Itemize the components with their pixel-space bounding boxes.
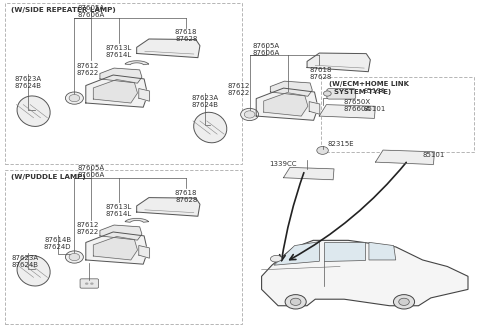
Polygon shape (86, 75, 148, 107)
Polygon shape (86, 232, 148, 264)
Text: 87623A
87624B: 87623A 87624B (192, 95, 218, 108)
Polygon shape (369, 242, 396, 260)
Circle shape (240, 108, 259, 121)
Bar (5, 3, 242, 164)
Ellipse shape (270, 255, 282, 262)
Polygon shape (256, 88, 318, 120)
Text: (W/ECM+HOME LINK
  SYSTEM TYPE): (W/ECM+HOME LINK SYSTEM TYPE) (329, 81, 409, 95)
Circle shape (399, 298, 409, 305)
Circle shape (69, 95, 80, 102)
Text: 87613L
87614L: 87613L 87614L (106, 45, 132, 58)
Polygon shape (125, 61, 148, 65)
Circle shape (65, 92, 84, 104)
Text: 87618
87628: 87618 87628 (175, 29, 197, 43)
Text: 87605A
87606A: 87605A 87606A (78, 165, 105, 178)
Circle shape (65, 251, 84, 263)
Circle shape (85, 283, 88, 285)
Bar (321, 77, 474, 152)
Polygon shape (324, 242, 365, 261)
Ellipse shape (17, 255, 50, 286)
Circle shape (317, 146, 328, 154)
Text: 87613L
87614L: 87613L 87614L (106, 204, 132, 217)
Polygon shape (100, 225, 142, 240)
Bar (5, 170, 242, 324)
Polygon shape (307, 53, 371, 72)
Text: 87623A
87624B: 87623A 87624B (14, 76, 41, 89)
Polygon shape (100, 68, 142, 83)
Text: 87618
87628: 87618 87628 (310, 67, 332, 80)
Text: 85101: 85101 (422, 152, 445, 158)
Circle shape (69, 253, 80, 261)
Polygon shape (139, 89, 149, 101)
FancyBboxPatch shape (327, 89, 356, 99)
Circle shape (285, 295, 306, 309)
Polygon shape (319, 105, 375, 118)
Polygon shape (137, 39, 200, 58)
Text: 87605A
87606A: 87605A 87606A (253, 43, 280, 56)
Text: 87605A
87606A: 87605A 87606A (78, 5, 105, 18)
Text: 87612
87622: 87612 87622 (228, 83, 250, 96)
Text: (W/SIDE REPEATER LAMP): (W/SIDE REPEATER LAMP) (11, 7, 115, 13)
Polygon shape (262, 240, 468, 306)
Text: 87612
87622: 87612 87622 (77, 63, 99, 76)
Text: 85131: 85131 (364, 88, 386, 94)
Polygon shape (93, 236, 137, 260)
Text: 87612
87622: 87612 87622 (77, 222, 99, 235)
Ellipse shape (17, 96, 50, 127)
Circle shape (244, 111, 255, 118)
Polygon shape (274, 242, 319, 265)
Text: 87614B
87624D: 87614B 87624D (44, 237, 72, 250)
Polygon shape (93, 79, 137, 103)
Polygon shape (139, 246, 149, 258)
Text: 87623A
87624B: 87623A 87624B (12, 255, 39, 268)
FancyBboxPatch shape (80, 279, 98, 288)
Polygon shape (270, 81, 312, 96)
Polygon shape (375, 150, 434, 164)
Circle shape (290, 298, 301, 305)
Polygon shape (283, 167, 334, 180)
Circle shape (324, 91, 331, 96)
Ellipse shape (194, 112, 227, 143)
Text: 87618
87628: 87618 87628 (175, 190, 197, 203)
Polygon shape (309, 102, 320, 114)
Text: (W/PUDDLE LAMP): (W/PUDDLE LAMP) (11, 174, 85, 180)
Circle shape (394, 295, 415, 309)
Circle shape (90, 283, 94, 285)
Text: 87650X
87660A: 87650X 87660A (343, 99, 371, 112)
Text: 85101: 85101 (364, 106, 386, 112)
Text: 82315E: 82315E (327, 141, 354, 147)
Polygon shape (137, 198, 200, 216)
Polygon shape (125, 218, 148, 222)
Text: 1339CC: 1339CC (269, 161, 297, 167)
Polygon shape (264, 93, 308, 116)
